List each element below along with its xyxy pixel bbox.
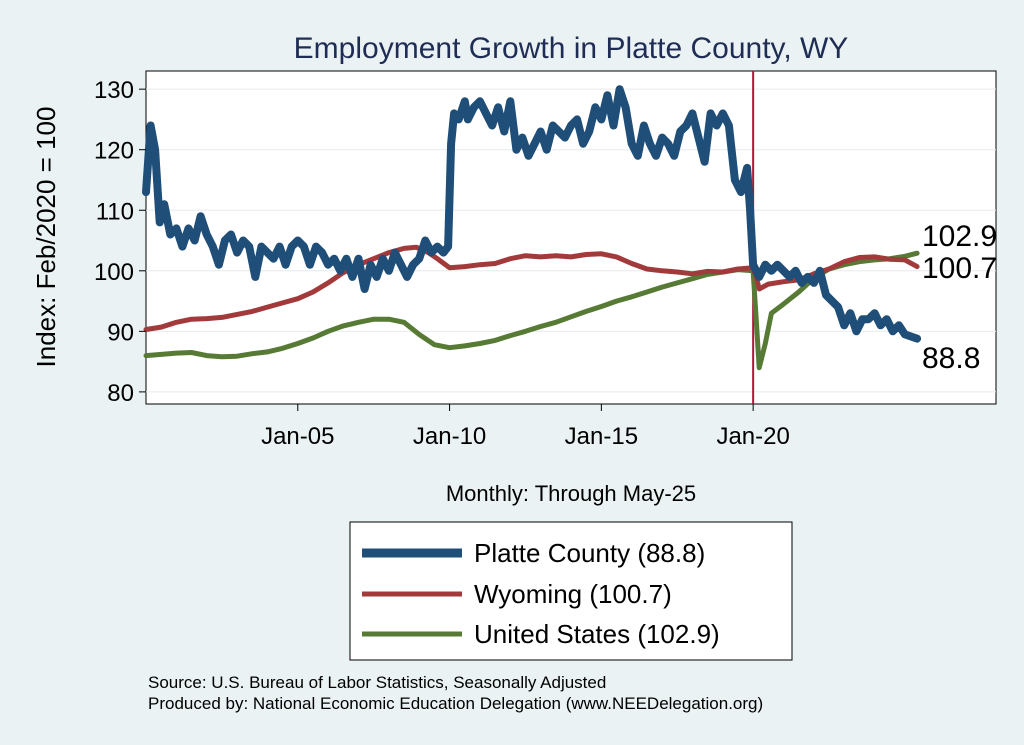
- produced-by-line: Produced by: National Economic Education…: [148, 694, 763, 713]
- series-layer: [142, 85, 922, 371]
- series-line-wyoming: [143, 244, 920, 332]
- series-line-platte-county: [142, 85, 922, 343]
- x-tick-label-Jan-15: Jan-15: [565, 423, 638, 450]
- series-line-united-states: [143, 250, 920, 371]
- y-tick-label-80: 80: [107, 380, 134, 407]
- y-axis-label: Index: Feb/2020 = 100: [31, 107, 61, 368]
- x-axis-label: Monthly: Through May-25: [446, 481, 696, 506]
- chart-title: Employment Growth in Platte County, WY: [294, 32, 849, 65]
- x-axis: Jan-05 Jan-10 Jan-15 Jan-20: [261, 404, 790, 450]
- end-label-united-states: 102.9: [922, 220, 997, 253]
- gridlines: [146, 88, 996, 393]
- y-tick-label-90: 90: [107, 319, 134, 346]
- source-line: Source: U.S. Bureau of Labor Statistics,…: [148, 673, 606, 692]
- y-axis: 80 90 100 110 120 130: [94, 77, 146, 407]
- y-tick-label-100: 100: [94, 259, 134, 286]
- end-label-platte-county: 88.8: [922, 342, 980, 375]
- y-tick-label-130: 130: [94, 77, 134, 104]
- legend-entry-platte-county: Platte County (88.8): [474, 538, 705, 568]
- legend-entry-wyoming: Wyoming (100.7): [474, 579, 672, 609]
- x-tick-label-Jan-20: Jan-20: [716, 423, 789, 450]
- y-tick-label-110: 110: [96, 198, 134, 225]
- legend: Platte County (88.8) Wyoming (100.7) Uni…: [349, 521, 793, 661]
- legend-entry-united-states: United States (102.9): [474, 619, 720, 649]
- x-tick-label-Jan-05: Jan-05: [261, 423, 334, 450]
- legend-box: [349, 521, 793, 661]
- end-label-wyoming: 100.7: [922, 252, 997, 285]
- x-tick-label-Jan-10: Jan-10: [413, 423, 486, 450]
- y-tick-label-120: 120: [94, 138, 134, 165]
